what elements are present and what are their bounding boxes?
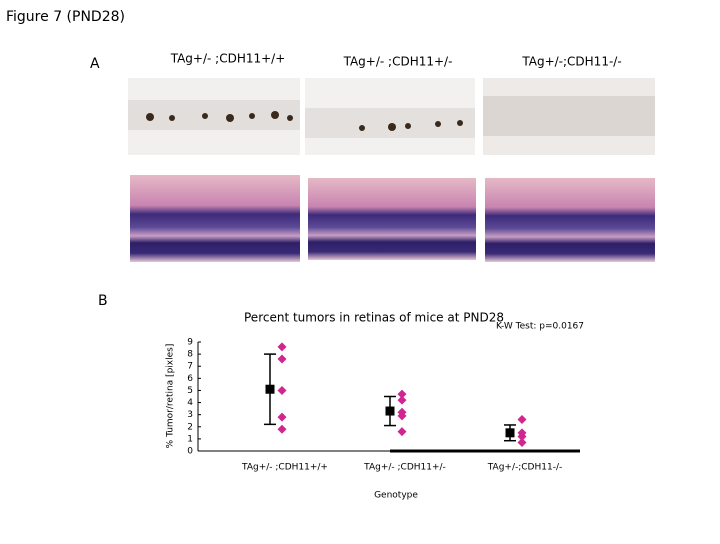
y-tick-label: 1 (187, 434, 193, 444)
data-point (277, 385, 287, 395)
data-point (397, 389, 407, 399)
panel-label: B (98, 293, 108, 309)
annotation: K-W Test: p=0.0167 (496, 322, 584, 332)
y-tick-label: 2 (187, 422, 193, 432)
y-tick-label: 6 (187, 374, 193, 384)
data-point (517, 415, 527, 425)
y-axis-label: % Tumor/retina [pixles] (166, 344, 176, 449)
panel-label: A (90, 56, 100, 72)
column-label: TAg+/- ;CDH11+/+ (170, 52, 286, 66)
data-point (277, 354, 287, 364)
column-label: TAg+/-;CDH11-/- (521, 55, 621, 69)
data-point (517, 438, 527, 448)
y-tick-label: 8 (187, 350, 193, 360)
column-label: TAg+/- ;CDH11+/- (343, 55, 453, 69)
mean-marker (505, 428, 515, 438)
y-tick-label: 0 (187, 447, 193, 457)
he-image (308, 178, 476, 260)
y-tick-label: 7 (187, 362, 193, 372)
mean-marker (385, 406, 395, 416)
x-tick-label: TAg+/- ;CDH11+/- (363, 463, 446, 473)
data-point (517, 431, 527, 441)
chart-title: Percent tumors in retinas of mice at PND… (244, 311, 504, 325)
x-tick-label: TAg+/-;CDH11-/- (487, 463, 562, 473)
y-tick-label: 9 (187, 338, 193, 348)
ihc-image (483, 96, 655, 136)
ihc-image (305, 108, 475, 138)
figure-title: Figure 7 (PND28) (6, 9, 125, 25)
y-tick-label: 3 (187, 410, 193, 420)
x-tick-label: TAg+/- ;CDH11+/+ (241, 463, 328, 473)
data-point (277, 342, 287, 352)
data-point (277, 412, 287, 422)
he-image (485, 178, 655, 262)
y-tick-label: 4 (187, 398, 193, 408)
data-point (397, 427, 407, 437)
x-axis-label: Genotype (374, 491, 418, 501)
data-point (277, 424, 287, 434)
data-point (397, 395, 407, 405)
stain-spots (146, 111, 463, 131)
data-point (397, 411, 407, 421)
he-image (130, 175, 300, 262)
micrographs (128, 78, 655, 262)
y-tick-label: 5 (187, 386, 193, 396)
mean-marker (265, 384, 275, 394)
